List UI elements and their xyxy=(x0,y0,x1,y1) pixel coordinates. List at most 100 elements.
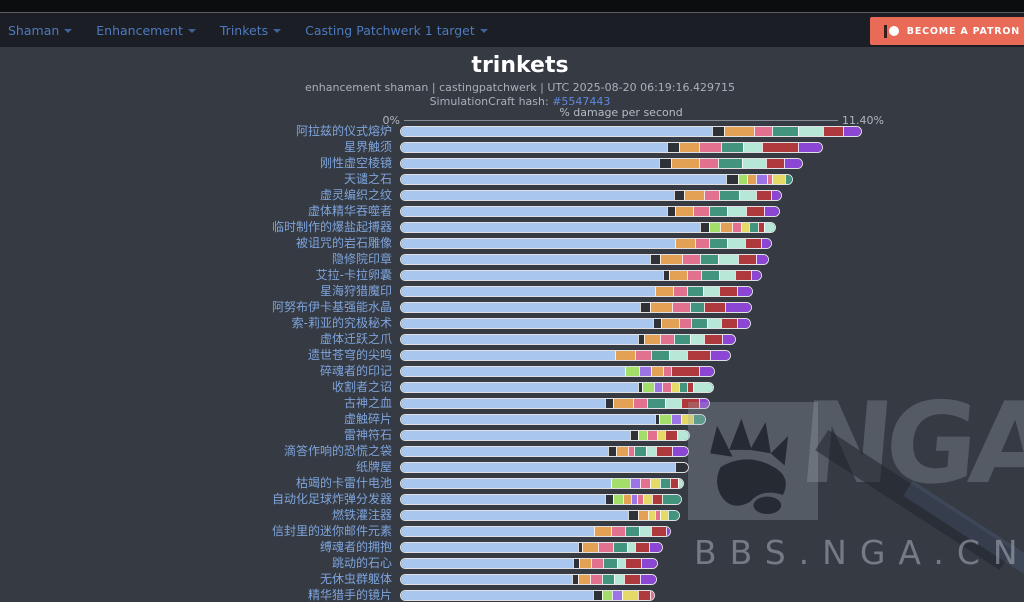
bar-segment-green xyxy=(601,590,612,600)
chart-row: 燃铁灌注器 xyxy=(0,507,1024,523)
bar-segment-base xyxy=(401,446,608,456)
nav-dropdown-enhancement[interactable]: Enhancement xyxy=(96,23,196,38)
nav-label: Enhancement xyxy=(96,22,183,38)
bar-segment-teal xyxy=(784,174,793,184)
bar-segment-base xyxy=(401,494,605,504)
bar-segment-green xyxy=(708,222,720,232)
bar-segment-green xyxy=(641,382,654,392)
dps-bar xyxy=(400,573,657,585)
bar-segment-dark xyxy=(662,270,669,280)
bar-segment-purple xyxy=(699,398,709,408)
bar-segment-purple xyxy=(761,238,771,248)
bar-segment-yellow xyxy=(656,430,665,440)
bar-segment-yellow xyxy=(772,174,785,184)
nav-dropdown-trinkets[interactable]: Trinkets xyxy=(220,23,282,38)
dps-bar xyxy=(400,429,691,441)
bar-segment-purple xyxy=(698,366,714,376)
trinket-label: 阿拉兹的仪式熔炉 xyxy=(295,124,392,138)
bar-segment-teal xyxy=(661,494,682,504)
bar-track xyxy=(400,205,870,217)
bar-segment-purple xyxy=(640,574,656,584)
chart-row: 跳动的石心 xyxy=(0,555,1024,571)
become-a-patron-button[interactable]: BECOME A PATRON xyxy=(869,17,1024,45)
trinket-label: 艾拉-卡拉卵囊 xyxy=(315,268,392,282)
bar-track xyxy=(400,237,870,249)
bar-track xyxy=(400,189,870,201)
bar-segment-red xyxy=(681,398,700,408)
bar-segment-mint xyxy=(738,190,756,200)
simc-hash-link[interactable]: #5547443 xyxy=(552,95,611,109)
chart-row: 收割者之诏 xyxy=(0,379,1024,395)
bar-track xyxy=(400,301,870,313)
x-axis-min-label: 0% xyxy=(382,114,400,127)
chart-row: 枯竭的卡雷什电池 xyxy=(0,475,1024,491)
bar-segment-dark xyxy=(673,190,685,200)
bar-segment-orange xyxy=(651,366,664,376)
bar-segment-pink xyxy=(661,382,671,392)
bar-segment-pink xyxy=(673,286,688,296)
bar-segment-yellow xyxy=(680,414,693,424)
nav-dropdown-shaman[interactable]: Shaman xyxy=(8,23,73,38)
chart-row: 阿拉兹的仪式熔炉 xyxy=(0,123,1024,139)
bar-segment-pink xyxy=(686,270,701,280)
bar-segment-dark xyxy=(649,254,660,264)
trinket-label: 虚触碎片 xyxy=(343,412,392,426)
bar-segment-base xyxy=(401,318,653,328)
bar-track xyxy=(400,413,870,425)
bar-segment-base xyxy=(401,590,593,600)
bar-segment-pink xyxy=(731,222,741,232)
dps-bar xyxy=(400,317,751,329)
bar-segment-dark xyxy=(627,510,638,520)
bar-segment-dark xyxy=(571,574,578,584)
bar-track xyxy=(400,285,870,297)
bar-segment-red xyxy=(704,302,725,312)
bar-track xyxy=(400,477,870,489)
bar-segment-orange xyxy=(747,174,757,184)
bar-segment-green xyxy=(612,494,623,504)
dps-bar xyxy=(400,189,783,201)
trinket-label: 跳动的石心 xyxy=(331,556,392,570)
bar-segment-pink xyxy=(699,158,718,168)
trinket-label: 天谴之石 xyxy=(343,172,392,186)
dps-bar xyxy=(400,205,781,217)
bar-segment-pink xyxy=(639,478,650,488)
bar-segment-base xyxy=(401,222,700,232)
trinket-label: 星海狩猎魔印 xyxy=(319,284,392,298)
bar-segment-red xyxy=(745,206,764,216)
bar-segment-mint xyxy=(743,142,762,152)
bar-track xyxy=(400,461,870,473)
bar-segment-orange xyxy=(650,302,673,312)
bar-segment-dark xyxy=(726,174,739,184)
nav-dropdown-sim-profile[interactable]: Casting Patchwerk 1 target xyxy=(305,23,488,38)
bar-segment-purple xyxy=(763,206,779,216)
bar-segment-base xyxy=(401,414,655,424)
bar-segment-base xyxy=(401,126,712,136)
bar-segment-mint xyxy=(638,526,651,536)
bar-segment-teal xyxy=(717,158,742,168)
bar-segment-mint xyxy=(763,222,776,232)
chart-row: 自动化足球炸弹分发器 xyxy=(0,491,1024,507)
bar-segment-pink xyxy=(704,190,720,200)
x-axis-line xyxy=(404,120,838,121)
bar-segment-violet xyxy=(629,478,640,488)
dps-bar xyxy=(400,349,732,361)
bar-segment-mint xyxy=(718,254,739,264)
trinket-label: 缚魂者的拥抱 xyxy=(319,540,392,554)
bar-segment-orange xyxy=(674,238,695,248)
bar-segment-base xyxy=(401,350,615,360)
bar-segment-base xyxy=(401,254,650,264)
bar-segment-purple xyxy=(737,286,752,296)
trinket-label: 枯竭的卡雷什电池 xyxy=(295,476,392,490)
bar-segment-mint xyxy=(727,238,746,248)
browser-top-strip xyxy=(0,0,1024,13)
bar-segment-pink xyxy=(649,590,654,600)
bar-track xyxy=(400,493,870,505)
bar-segment-mint xyxy=(626,542,635,552)
bar-segment-purple xyxy=(842,126,861,136)
chevron-down-icon xyxy=(479,28,488,33)
chart-row: 阿努布伊卡基强能水晶 xyxy=(0,299,1024,315)
bar-segment-red xyxy=(719,286,738,296)
bar-segment-red xyxy=(687,350,710,360)
dps-bar xyxy=(400,301,753,313)
chart-row: 索-莉亚的究极秘术 xyxy=(0,315,1024,331)
